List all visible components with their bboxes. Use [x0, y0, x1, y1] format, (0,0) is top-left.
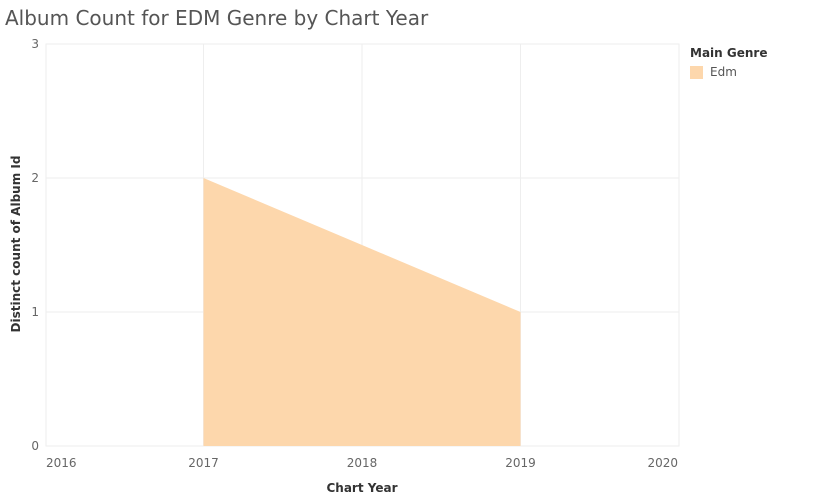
- x-tick-label: 2017: [188, 456, 219, 470]
- legend: Main Genre Edm: [690, 46, 767, 79]
- y-tick-label: 3: [31, 37, 39, 51]
- x-axis-label: Chart Year: [326, 481, 397, 495]
- x-tick-label: 2019: [505, 456, 536, 470]
- y-tick-label: 2: [31, 171, 39, 185]
- legend-item-edm[interactable]: Edm: [690, 65, 767, 79]
- y-axis-label: Distinct count of Album Id: [9, 156, 23, 333]
- x-axis-ticks: 2016 2017 2018 2019 2020: [46, 456, 678, 470]
- legend-title: Main Genre: [690, 46, 768, 60]
- area-series: [203, 178, 521, 446]
- x-tick-label: 2020: [647, 456, 678, 470]
- y-tick-label: 1: [31, 305, 39, 319]
- y-tick-label: 0: [31, 439, 39, 453]
- x-tick-label: 2018: [347, 456, 378, 470]
- x-tick-label: 2016: [46, 456, 77, 470]
- legend-swatch: [690, 65, 703, 79]
- area-edm[interactable]: [203, 178, 521, 446]
- legend-label: Edm: [710, 65, 737, 79]
- y-axis-ticks: 0 1 2 3: [31, 37, 39, 453]
- chart-title: Album Count for EDM Genre by Chart Year: [5, 6, 429, 30]
